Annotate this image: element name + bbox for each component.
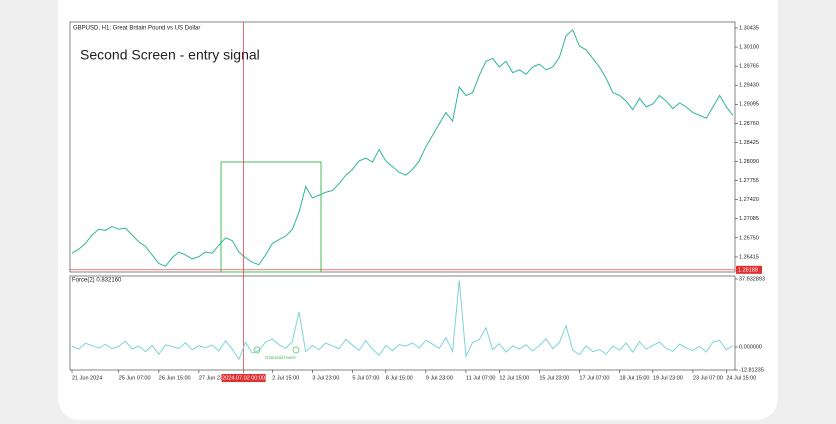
price-tag-label: 1.26188 <box>738 267 758 273</box>
x-tick-label: 23 Jul 07:00 <box>693 375 723 381</box>
x-tick-label: 8 Jul 15:00 <box>386 375 413 381</box>
y-tick-label: 1.29095 <box>739 102 759 108</box>
y-tick-label: 1.27420 <box>739 197 759 203</box>
y-tick-label: 1.30100 <box>739 45 759 51</box>
x-tick-label: 2 Jul 15:00 <box>272 375 299 381</box>
y-tick-label: 1.29430 <box>739 83 759 89</box>
x-tick-label: 15 Jul 23:00 <box>539 375 569 381</box>
y-tick-label: 1.29765 <box>739 64 759 70</box>
annotation: Oversold levels <box>265 355 297 360</box>
x-tick-label: 5 Jul 07:00 <box>352 375 379 381</box>
y-tick-label: 1.26750 <box>739 235 759 241</box>
cursor-label: 2024.07.02 00:00 <box>222 375 265 381</box>
x-tick-label: 26 Jun 15:00 <box>159 375 191 381</box>
y-tick-label: 1.28760 <box>739 121 759 127</box>
indicator-title: Force(2) 0.832160 <box>72 278 122 284</box>
price-frame <box>69 21 736 273</box>
x-tick-label: 3 Jul 23:00 <box>312 375 339 381</box>
y-tick-label: 1.28425 <box>739 140 759 146</box>
y-tick-label: -12.81235 <box>739 367 764 373</box>
x-tick-label: 18 Jul 15:00 <box>619 375 649 381</box>
series-line <box>71 280 734 361</box>
x-tick-label: 19 Jul 23:00 <box>653 375 683 381</box>
y-tick-label: 37.932893 <box>739 276 765 282</box>
y-tick-label: 1.26415 <box>739 254 759 260</box>
x-tick-label: 27 Jun 23:00 <box>199 375 231 381</box>
oversold-marker <box>292 346 300 354</box>
x-tick-label: 21 Jun 2024 <box>72 375 102 381</box>
cursor-tag <box>221 374 266 382</box>
y-tick-label: 1.27755 <box>739 178 759 184</box>
x-tick-label: 12 Jul 15:00 <box>499 375 529 381</box>
x-tick-label: 25 Jun 07:00 <box>119 375 151 381</box>
annotation: Second Screen - entry signal <box>80 47 260 63</box>
x-tick-label: 17 Jul 07:00 <box>579 375 609 381</box>
y-tick-label: 1.28090 <box>739 159 759 165</box>
oversold-marker <box>253 346 261 354</box>
x-tick-label: 24 Jul 15:00 <box>726 375 756 381</box>
y-tick-label: 1.30435 <box>739 25 759 31</box>
force-frame <box>69 275 736 371</box>
highlight-box <box>220 161 322 273</box>
y-tick-label: 1.27085 <box>739 216 759 222</box>
chart-title: GBPUSD, H1: Great Britain Pound vs US Do… <box>73 26 200 32</box>
price-tag <box>736 265 762 274</box>
card <box>58 0 778 420</box>
x-tick-label: 9 Jul 23:00 <box>426 375 453 381</box>
series-line <box>71 29 734 267</box>
x-tick-label: 11 Jul 07:00 <box>466 375 496 381</box>
y-tick-label: 0.000000 <box>739 344 762 350</box>
